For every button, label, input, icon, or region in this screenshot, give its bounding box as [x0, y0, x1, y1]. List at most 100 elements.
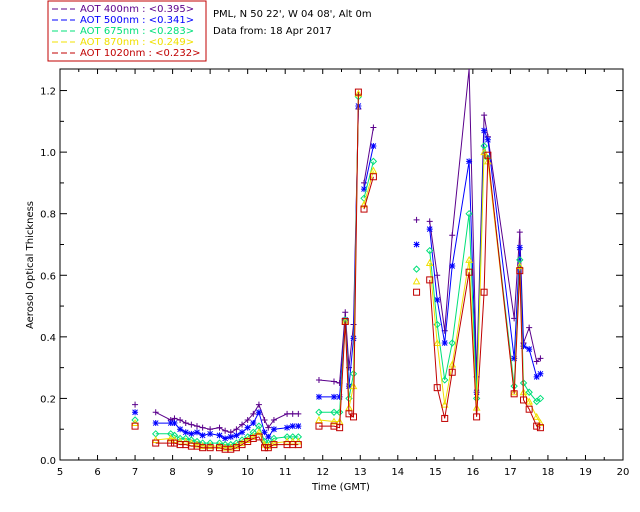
- x-tick-label: 10: [241, 467, 254, 478]
- point: [243, 435, 252, 443]
- point: [412, 265, 421, 273]
- series-line: [363, 170, 374, 205]
- point: [206, 442, 214, 450]
- point: [330, 408, 338, 416]
- point: [261, 444, 269, 452]
- series-870nm: [131, 89, 545, 451]
- series-line: [319, 105, 359, 398]
- point: [215, 442, 224, 450]
- y-tick-label: 1.0: [40, 148, 56, 159]
- y-tick-label: 0.4: [40, 333, 56, 344]
- point: [413, 241, 420, 248]
- point: [361, 179, 368, 186]
- series-line: [155, 436, 299, 450]
- point: [166, 434, 175, 442]
- point: [361, 186, 368, 193]
- x-tick-label: 12: [316, 467, 329, 478]
- point: [244, 424, 251, 431]
- point: [238, 439, 246, 447]
- point: [152, 420, 159, 427]
- y-tick-label: 0.8: [40, 210, 56, 221]
- point: [315, 408, 323, 416]
- series-line: [363, 176, 374, 210]
- point: [222, 427, 229, 434]
- point: [369, 173, 377, 181]
- point: [433, 384, 441, 392]
- point: [520, 396, 528, 404]
- point: [526, 346, 533, 353]
- point: [182, 420, 189, 427]
- point: [250, 420, 257, 427]
- point: [441, 376, 449, 384]
- point: [131, 422, 139, 430]
- point: [426, 226, 433, 233]
- point: [193, 423, 200, 430]
- point: [167, 439, 175, 447]
- legend-entry: AOT 500nm : <0.341>: [80, 15, 194, 26]
- point: [221, 443, 229, 451]
- point: [425, 246, 434, 255]
- point: [167, 420, 174, 427]
- x-tick-label: 15: [429, 467, 442, 478]
- point: [294, 441, 302, 449]
- point: [294, 433, 303, 441]
- point: [426, 218, 433, 225]
- point: [480, 288, 488, 296]
- point: [193, 440, 201, 448]
- series-400nm: [132, 68, 544, 436]
- point: [284, 410, 291, 417]
- point: [465, 268, 473, 276]
- point: [232, 442, 241, 450]
- point: [537, 370, 544, 377]
- point: [284, 424, 291, 431]
- y-tick-label: 0.0: [40, 456, 56, 467]
- point: [182, 429, 189, 436]
- point: [533, 373, 540, 380]
- series-line: [363, 161, 374, 199]
- point: [132, 409, 139, 416]
- point: [526, 324, 533, 331]
- x-tick-label: 18: [542, 467, 555, 478]
- x-tick-label: 6: [94, 467, 100, 478]
- point: [434, 272, 441, 279]
- point: [188, 421, 195, 428]
- point: [525, 397, 534, 405]
- point: [413, 288, 421, 296]
- legend-entry: AOT 870nm : <0.249>: [80, 37, 194, 48]
- point: [369, 166, 378, 174]
- y-tick-label: 0.6: [40, 271, 56, 282]
- point: [465, 209, 473, 218]
- point: [520, 343, 527, 350]
- x-tick-label: 17: [504, 467, 517, 478]
- series-line: [429, 155, 541, 429]
- legend: AOT 400nm : <0.395>AOT 500nm : <0.341> AO…: [47, 0, 207, 62]
- point: [250, 410, 257, 417]
- point: [171, 420, 178, 427]
- point: [473, 413, 481, 421]
- y-axis-label: Aerosol Optical Thickness: [25, 201, 36, 329]
- point: [465, 255, 473, 263]
- point: [265, 424, 272, 431]
- series-line: [319, 92, 359, 429]
- legend-entry: AOT 400nm : <0.395>: [80, 4, 194, 15]
- point: [193, 429, 200, 436]
- point: [350, 335, 357, 342]
- point: [516, 244, 523, 251]
- point: [283, 433, 291, 441]
- date-label: Data from: 18 Apr 2017: [213, 26, 332, 37]
- point: [239, 421, 246, 428]
- series-500nm: [132, 102, 544, 442]
- point: [441, 340, 448, 347]
- point: [449, 263, 456, 270]
- point: [199, 432, 206, 439]
- point: [207, 430, 214, 437]
- series-line: [318, 108, 359, 384]
- point: [295, 410, 302, 417]
- point: [199, 424, 206, 431]
- point: [222, 435, 229, 442]
- series-line: [363, 127, 374, 183]
- point: [216, 424, 223, 431]
- plot-area: 5 6 7 8 9 10 11 12 13 14 15 16 17 18 19 20 0.0 0.2 0.4 0.6 0…: [40, 68, 629, 478]
- point: [532, 412, 541, 420]
- point: [288, 433, 297, 441]
